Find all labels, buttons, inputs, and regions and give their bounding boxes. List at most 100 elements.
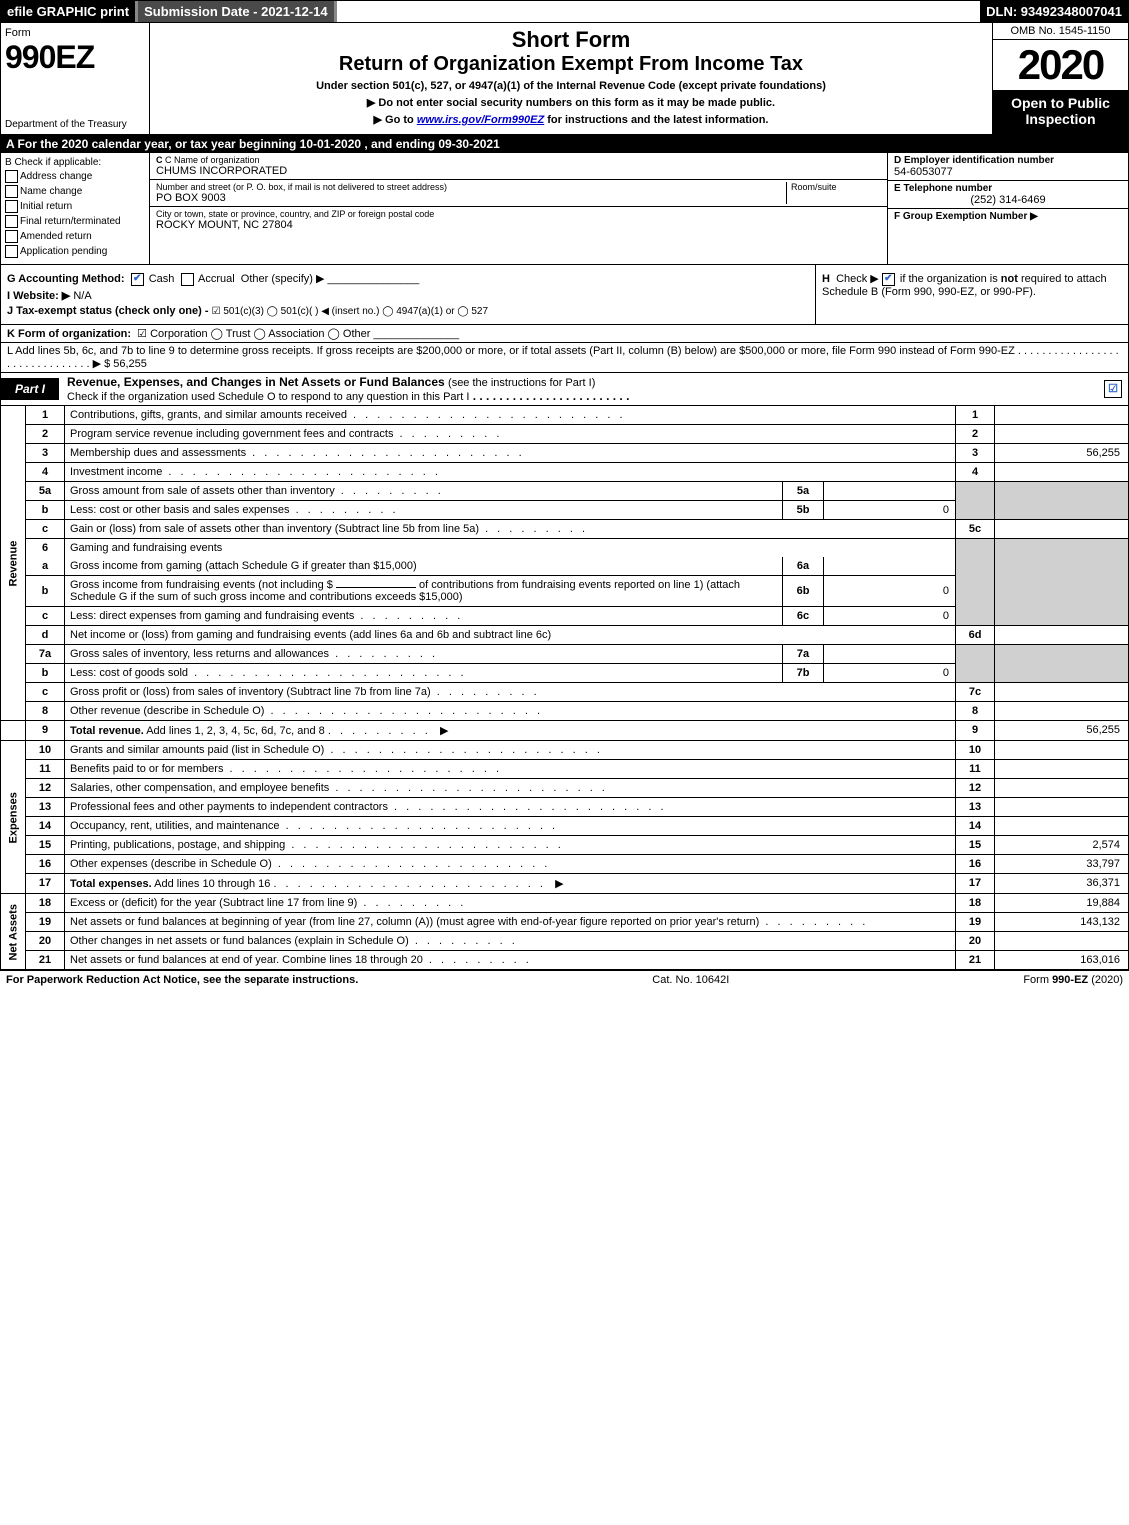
subtitle: Under section 501(c), 527, or 4947(a)(1)… xyxy=(158,80,984,92)
box-c: C C Name of organization CHUMS INCORPORA… xyxy=(150,153,888,264)
line-5c-desc: Gain or (loss) from sale of assets other… xyxy=(65,519,956,538)
check-application-pending[interactable]: Application pending xyxy=(5,245,145,258)
line-7c-desc: Gross profit or (loss) from sales of inv… xyxy=(65,682,956,701)
room-label: Room/suite xyxy=(791,182,881,192)
line-7a-desc: Gross sales of inventory, less returns a… xyxy=(65,644,783,663)
form-header: Form 990EZ Department of the Treasury Sh… xyxy=(0,23,1129,135)
line-4-amt xyxy=(995,462,1129,481)
box-g: G Accounting Method: ✔ Cash Accrual Othe… xyxy=(7,272,809,286)
line-21-amt: 163,016 xyxy=(995,950,1129,969)
top-bar: efile GRAPHIC print Submission Date - 20… xyxy=(0,0,1129,23)
line-8-desc: Other revenue (describe in Schedule O) xyxy=(65,701,956,720)
line-15-amt: 2,574 xyxy=(995,835,1129,854)
line-5a-sub xyxy=(824,481,956,500)
addr-label: Number and street (or P. O. box, if mail… xyxy=(156,182,786,192)
header-right: OMB No. 1545-1150 2020 Open to Public In… xyxy=(993,23,1128,134)
instructions-link[interactable]: www.irs.gov/Form990EZ xyxy=(417,114,544,126)
cash-checkbox[interactable]: ✔ xyxy=(131,273,144,286)
footer-right: Form 990-EZ (2020) xyxy=(1023,974,1123,986)
line-19-amt: 143,132 xyxy=(995,912,1129,931)
check-initial-return[interactable]: Initial return xyxy=(5,200,145,213)
line-6a-desc: Gross income from gaming (attach Schedul… xyxy=(65,557,783,576)
line-12-amt xyxy=(995,778,1129,797)
line-5b-sub: 0 xyxy=(824,500,956,519)
line-7b-desc: Less: cost of goods sold xyxy=(65,663,783,682)
line-12-desc: Salaries, other compensation, and employ… xyxy=(65,778,956,797)
line-18-desc: Excess or (deficit) for the year (Subtra… xyxy=(65,894,956,913)
warning-line: ▶ Do not enter social security numbers o… xyxy=(158,96,984,109)
meta-left: G Accounting Method: ✔ Cash Accrual Othe… xyxy=(1,265,816,324)
form-number: 990EZ xyxy=(5,39,145,76)
ein-value: 54-6053077 xyxy=(894,166,1122,178)
expenses-section-label: Expenses xyxy=(1,741,26,894)
part-1-check[interactable]: ☑ xyxy=(1104,380,1122,398)
line-6b-sub: 0 xyxy=(824,575,956,606)
footer-left: For Paperwork Reduction Act Notice, see … xyxy=(6,974,358,986)
line-6d-amt xyxy=(995,625,1129,644)
revenue-section-label: Revenue xyxy=(1,406,26,721)
line-6c-sub: 0 xyxy=(824,606,956,625)
line-17-desc: Total expenses. Add lines 10 through 16 … xyxy=(65,873,956,893)
form-label: Form xyxy=(5,27,145,39)
open-to-public: Open to Public Inspection xyxy=(993,91,1128,134)
line-2-desc: Program service revenue including govern… xyxy=(65,424,956,443)
org-name-label: C C Name of organization xyxy=(156,155,881,165)
box-def: D Employer identification number 54-6053… xyxy=(888,153,1128,264)
line-11-desc: Benefits paid to or for members xyxy=(65,759,956,778)
org-name: CHUMS INCORPORATED xyxy=(156,165,881,177)
box-k: K Form of organization: ☑ Corporation ◯ … xyxy=(0,325,1129,343)
check-name-change[interactable]: Name change xyxy=(5,185,145,198)
line-2-amt xyxy=(995,424,1129,443)
accrual-checkbox[interactable] xyxy=(181,273,194,286)
schedule-b-checkbox[interactable]: ✔ xyxy=(882,273,895,286)
meta-block: G Accounting Method: ✔ Cash Accrual Othe… xyxy=(0,265,1129,325)
group-exempt-label: F Group Exemption Number ▶ xyxy=(894,211,1122,222)
line-8-amt xyxy=(995,701,1129,720)
line-10-desc: Grants and similar amounts paid (list in… xyxy=(65,741,956,760)
line-19-desc: Net assets or fund balances at beginning… xyxy=(65,912,956,931)
box-h: H Check ▶ ✔ if the organization is not r… xyxy=(816,265,1128,324)
page-footer: For Paperwork Reduction Act Notice, see … xyxy=(0,970,1129,989)
line-10-amt xyxy=(995,741,1129,760)
check-amended-return[interactable]: Amended return xyxy=(5,230,145,243)
city-label: City or town, state or province, country… xyxy=(156,209,881,219)
line-17-amt: 36,371 xyxy=(995,873,1129,893)
line-20-amt xyxy=(995,931,1129,950)
instructions-line: ▶ Go to www.irs.gov/Form990EZ for instru… xyxy=(158,113,984,126)
short-form-title: Short Form xyxy=(158,27,984,53)
check-address-change[interactable]: Address change xyxy=(5,170,145,183)
city-value: ROCKY MOUNT, NC 27804 xyxy=(156,219,881,231)
line-3-desc: Membership dues and assessments xyxy=(65,443,956,462)
footer-center: Cat. No. 10642I xyxy=(652,974,729,986)
line-21-desc: Net assets or fund balances at end of ye… xyxy=(65,950,956,969)
submission-date: Submission Date - 2021-12-14 xyxy=(135,1,337,22)
line-9-desc: Total revenue. Add lines 1, 2, 3, 4, 5c,… xyxy=(65,720,956,740)
line-6d-desc: Net income or (loss) from gaming and fun… xyxy=(65,625,956,644)
line-5a-desc: Gross amount from sale of assets other t… xyxy=(65,481,783,500)
omb-number: OMB No. 1545-1150 xyxy=(993,23,1128,40)
line-4-desc: Investment income xyxy=(65,462,956,481)
return-title: Return of Organization Exempt From Incom… xyxy=(158,53,984,76)
efile-label[interactable]: efile GRAPHIC print xyxy=(1,1,135,22)
line-11-amt xyxy=(995,759,1129,778)
netassets-section-label: Net Assets xyxy=(1,894,26,970)
line-16-amt: 33,797 xyxy=(995,854,1129,873)
ein-label: D Employer identification number xyxy=(894,155,1122,166)
line-6a-sub xyxy=(824,557,956,576)
line-14-desc: Occupancy, rent, utilities, and maintena… xyxy=(65,816,956,835)
addr-value: PO BOX 9003 xyxy=(156,192,786,204)
line-3-amt: 56,255 xyxy=(995,443,1129,462)
line-15-desc: Printing, publications, postage, and shi… xyxy=(65,835,956,854)
line-13-desc: Professional fees and other payments to … xyxy=(65,797,956,816)
check-final-return[interactable]: Final return/terminated xyxy=(5,215,145,228)
box-b-label: B Check if applicable: xyxy=(5,157,145,168)
info-block: B Check if applicable: Address change Na… xyxy=(0,153,1129,265)
header-center: Short Form Return of Organization Exempt… xyxy=(150,23,993,134)
website-value: N/A xyxy=(73,290,91,302)
tax-year: 2020 xyxy=(993,40,1128,91)
box-h-text: H Check ▶ ✔ if the organization is not r… xyxy=(822,272,1122,298)
box-l: L Add lines 5b, 6c, and 7b to line 9 to … xyxy=(0,343,1129,373)
line-5c-amt xyxy=(995,519,1129,538)
line-14-amt xyxy=(995,816,1129,835)
box-j: J Tax-exempt status (check only one) - ☑… xyxy=(7,305,809,317)
